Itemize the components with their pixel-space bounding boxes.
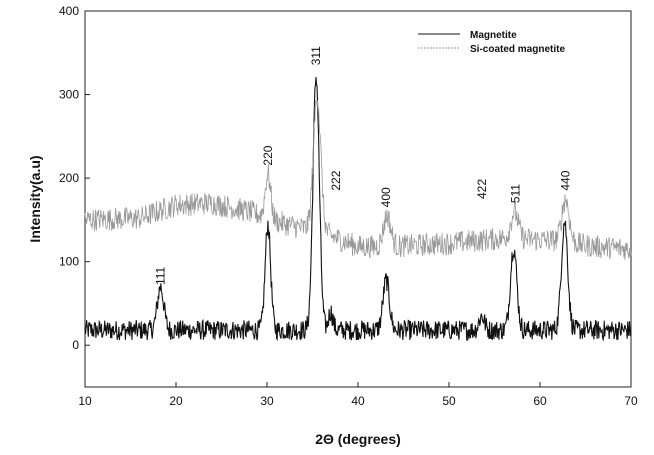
x-axis-title: 2Θ (degrees): [315, 431, 401, 447]
x-axis: 10 20 30 40 50 60 70: [78, 382, 638, 408]
x-tick-label: 10: [78, 394, 92, 408]
peak-label-422: 422: [475, 179, 489, 199]
peak-label-400: 400: [379, 187, 393, 207]
peak-label-511: 511: [508, 184, 522, 203]
trace-layer: [84, 76, 632, 342]
y-tick-label: 400: [59, 4, 79, 18]
peak-label-layer: 111 220 311 222 400 422 511 440: [154, 46, 573, 285]
y-tick-label: 100: [59, 255, 79, 269]
y-tick-label: 200: [59, 171, 79, 185]
peak-label-222: 222: [329, 170, 343, 190]
x-tick-label: 60: [533, 394, 547, 408]
x-tick-label: 20: [169, 394, 183, 408]
series-line-magnetite: [84, 76, 632, 342]
legend-label-magnetite: Magnetite: [470, 30, 517, 41]
legend: Magnetite Si-coated magnetite: [418, 30, 565, 55]
x-tick-label: 40: [351, 394, 365, 408]
y-tick-label: 0: [72, 338, 79, 352]
series-line-si-coated-magnetite: [84, 100, 632, 261]
y-axis: 0 100 200 300 400: [59, 4, 90, 352]
x-tick-label: 70: [624, 394, 638, 408]
y-tick-label: 300: [59, 88, 79, 102]
x-tick-label: 50: [442, 394, 456, 408]
peak-label-311: 311: [309, 46, 323, 65]
peak-label-220: 220: [261, 145, 275, 165]
peak-label-111: 111: [154, 266, 168, 285]
x-tick-label: 30: [260, 394, 274, 408]
y-axis-title: Intensity(a.u): [27, 155, 43, 242]
legend-label-si-coated: Si-coated magnetite: [470, 44, 565, 55]
peak-label-440: 440: [558, 170, 572, 190]
